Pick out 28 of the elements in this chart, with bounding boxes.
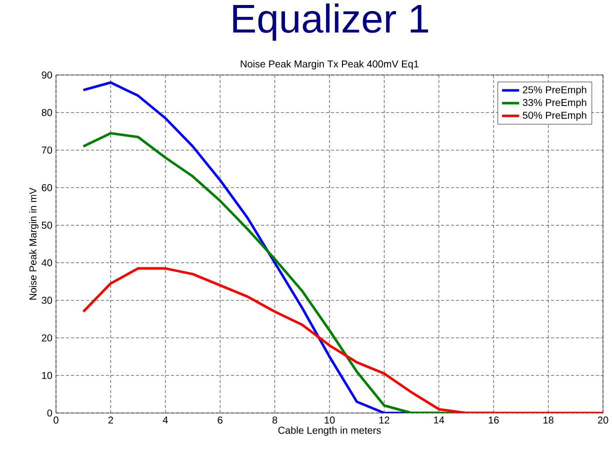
- x-tick-label: 4: [162, 416, 168, 424]
- x-tick-label: 6: [218, 416, 222, 424]
- x-tick-label: 8: [272, 416, 278, 424]
- x-tick-label: 18: [544, 416, 554, 424]
- x-axis-title: Cable Length in meters: [278, 426, 381, 436]
- x-tick-label: 20: [598, 416, 608, 424]
- y-tick-label: 30: [42, 296, 52, 304]
- chart-title: Equalizer 1: [233, 4, 428, 41]
- y-tick-label: 20: [42, 334, 52, 342]
- x-tick-label: 10: [324, 416, 335, 424]
- y-tick-label: 60: [42, 184, 52, 192]
- x-tick-label: 2: [108, 416, 113, 424]
- chart-subtitle: Noise Peak Margin Tx Peak 400mV Eq1: [240, 60, 418, 70]
- x-tick-label: 0: [54, 416, 58, 424]
- y-tick-label: 10: [42, 372, 52, 379]
- y-tick-label: 50: [42, 222, 52, 229]
- y-tick-label: 90: [42, 71, 52, 79]
- legend-label: 33% PreEmph: [522, 98, 586, 108]
- legend-label: 25% PreEmph: [522, 86, 586, 96]
- y-axis-title: Noise Peak Margin in mV: [29, 188, 38, 300]
- y-tick-label: 80: [42, 109, 52, 116]
- y-tick-label: 70: [42, 146, 52, 154]
- x-tick-label: 16: [488, 416, 499, 424]
- y-tick-label: 0: [47, 409, 52, 417]
- legend-label: 50% PreEmph: [522, 111, 586, 121]
- y-tick-label: 40: [42, 259, 52, 266]
- x-tick-label: 14: [434, 416, 444, 424]
- x-tick-label: 12: [379, 416, 390, 424]
